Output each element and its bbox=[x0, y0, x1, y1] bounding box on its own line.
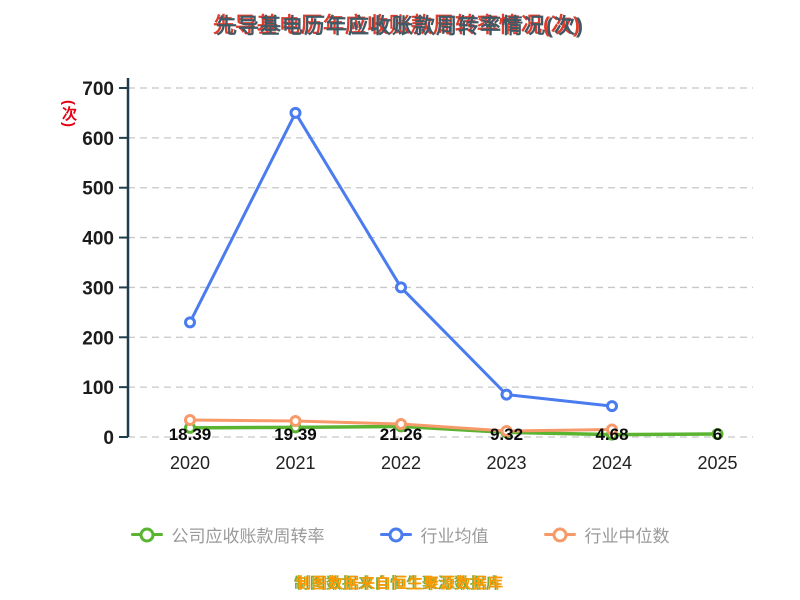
svg-text:2020: 2020 bbox=[170, 453, 210, 473]
svg-text:2024: 2024 bbox=[592, 453, 632, 473]
svg-text:6: 6 bbox=[713, 425, 722, 444]
svg-text:300: 300 bbox=[82, 278, 114, 299]
svg-text:2025: 2025 bbox=[697, 453, 737, 473]
y-axis-unit-label: (次) bbox=[60, 100, 77, 128]
chart-title: 先导基电历年应收账款周转率情况(次) bbox=[216, 15, 584, 38]
svg-text:18.39: 18.39 bbox=[169, 425, 212, 444]
legend-label: 行业均值 bbox=[420, 527, 489, 546]
chart-legend: 公司应收账款周转率 行业均值 行业中位数 bbox=[0, 522, 800, 547]
y-tick-labels: 0 100 200 300 400 500 600 700 bbox=[82, 79, 114, 449]
x-tick-labels: 2020 2021 2022 2023 2024 2025 bbox=[170, 453, 738, 473]
svg-text:600: 600 bbox=[82, 129, 114, 150]
legend-label: 行业中位数 bbox=[584, 527, 670, 546]
legend-item-industry-mean[interactable]: 行业均值 bbox=[379, 522, 489, 547]
svg-text:2021: 2021 bbox=[275, 453, 315, 473]
svg-text:21.26: 21.26 bbox=[380, 425, 423, 444]
legend-item-company-turnover[interactable]: 公司应收账款周转率 bbox=[130, 522, 325, 547]
y-axis bbox=[119, 78, 130, 438]
svg-text:4.68: 4.68 bbox=[595, 425, 628, 444]
series-line-0 bbox=[184, 420, 724, 441]
line-circle-marker-icon bbox=[130, 526, 163, 543]
series-line-1 bbox=[184, 106, 618, 413]
legend-item-industry-median[interactable]: 行业中位数 bbox=[543, 522, 670, 547]
series-line-2 bbox=[184, 414, 618, 438]
svg-text:9.32: 9.32 bbox=[490, 425, 523, 444]
svg-text:2022: 2022 bbox=[381, 453, 421, 473]
y-gridlines bbox=[128, 87, 753, 438]
value-labels: 18.39 19.39 21.26 9.32 4.68 6 bbox=[169, 425, 723, 444]
svg-text:700: 700 bbox=[82, 79, 114, 100]
legend-label: 公司应收账款周转率 bbox=[171, 527, 325, 546]
svg-text:500: 500 bbox=[82, 179, 114, 200]
svg-text:200: 200 bbox=[82, 328, 114, 349]
svg-text:400: 400 bbox=[82, 229, 114, 250]
svg-text:2023: 2023 bbox=[486, 453, 526, 473]
data-source-note: 制图数据来自恒生聚源数据库 bbox=[295, 575, 504, 592]
line-circle-marker-icon bbox=[543, 526, 576, 543]
line-circle-marker-icon bbox=[379, 526, 412, 543]
svg-text:0: 0 bbox=[103, 428, 114, 449]
svg-text:100: 100 bbox=[82, 378, 114, 399]
svg-text:19.39: 19.39 bbox=[274, 425, 317, 444]
